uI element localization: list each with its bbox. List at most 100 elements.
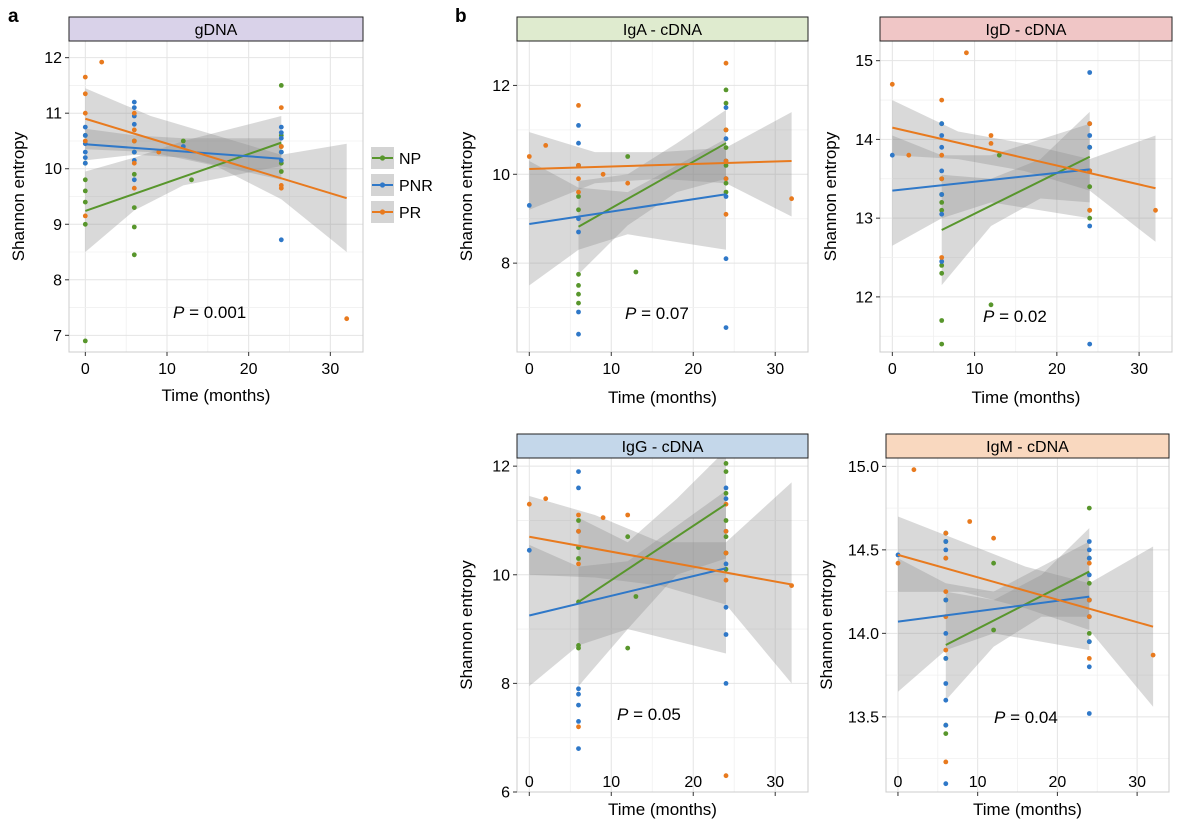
data-point-pr [1153,207,1158,213]
x-tick-label: 10 [966,361,984,378]
panel-letter-a: a [8,6,19,27]
x-tick-label: 20 [684,774,702,791]
data-point-np [82,221,88,227]
data-point-pr [576,528,581,534]
data-point-pr [939,255,945,260]
data-point-pr [576,561,581,567]
chart-panel: IgG - cDNA 0 10 20 30 6 8 10 12 Time (months) Shan… [457,433,809,819]
x-axis-title: Time (months) [162,386,271,405]
x-tick-label: 20 [240,361,258,378]
y-tick-label: 12 [492,459,510,476]
data-point-np [131,252,137,258]
p-value-annotation: P = 0.02 [983,307,1047,326]
data-point-pr [988,141,994,146]
data-point-pr [723,127,729,133]
data-point-np [988,302,994,308]
data-point-pr [156,149,162,155]
fit-line-pr [85,117,347,200]
data-point-pr [576,512,581,518]
data-point-pnr [943,722,949,728]
y-tick-label: 10 [44,161,62,178]
x-tick-label: 30 [321,361,339,378]
data-point-np [189,177,194,183]
p-value-annotation: P = 0.04 [994,708,1058,727]
data-point-pr [82,110,88,116]
fit-line-pnr [897,595,1090,623]
data-point-pnr [526,203,532,208]
data-point-pr [988,133,994,138]
p-value-text: = 0.001 [184,303,246,322]
facet-strip [68,16,364,42]
data-point-pr [723,176,729,182]
p-value-symbol: P [625,304,637,323]
x-axis-title: Time (months) [608,388,717,407]
p-value-symbol: P [173,303,185,322]
data-points [82,59,350,344]
data-point-np [576,518,581,523]
facet-title: IgG - cDNA [622,439,704,456]
data-point-pnr [576,686,581,692]
data-point-pnr [939,121,945,127]
data-point-np [939,318,945,323]
data-point-np [625,645,631,651]
confidence-band-pnr [529,138,726,286]
data-point-pr [911,467,917,473]
confidence-band-np [85,116,282,252]
data-point-pr [939,176,945,182]
data-point-np [723,100,729,106]
data-point-np [723,490,729,496]
fit-line-np [945,570,1090,646]
y-axis-title: Shannon entropy [457,131,476,261]
facet-title: IgD - cDNA [986,22,1067,39]
confidence-band-np [578,458,726,687]
confidence-band-np [578,109,726,275]
x-tick-label: 20 [1048,774,1066,791]
data-point-np [82,177,88,183]
data-point-pnr [131,99,137,105]
data-point-pnr [1087,144,1093,150]
data-point-np [723,87,729,93]
data-point-pnr [723,604,729,610]
data-point-np [939,263,945,268]
data-point-pr [1087,121,1093,127]
data-point-pr [543,496,549,502]
y-tick-label: 12 [855,289,873,306]
data-point-pr [723,773,729,779]
data-point-pnr [576,485,581,491]
data-point-np [131,224,137,230]
data-point-pnr [1086,547,1092,553]
data-point-np [723,461,729,466]
data-point-pr [723,60,729,66]
y-tick-label: 13 [855,211,873,228]
facet-strip [516,433,809,459]
data-point-np [1087,215,1093,221]
data-point-pr [723,528,729,534]
data-point-pnr [1086,555,1092,561]
data-point-pr [1087,207,1093,213]
data-point-pr [131,127,137,133]
data-point-pr [576,724,581,730]
data-point-np [723,189,729,195]
fit-line-pnr [85,143,282,160]
y-tick-label: 10 [492,567,510,584]
y-tick-label: 14 [855,132,873,149]
data-point-pnr [943,681,949,686]
y-tick-label: 12 [492,78,510,95]
data-point-pnr [82,124,88,130]
confidence-band-np [945,528,1090,701]
y-tick-label: 8 [501,676,510,693]
data-point-np [991,627,996,633]
legend-label: PNR [399,178,433,195]
data-point-pr [895,560,901,566]
data-point-np [576,207,581,213]
x-tick-label: 10 [158,361,176,378]
p-value-symbol: P [983,307,995,326]
confidence-bands [898,516,1154,707]
fit-lines [85,117,347,212]
x-tick-label: 20 [1048,361,1066,378]
data-point-pnr [576,309,581,315]
data-point-pnr [576,331,581,337]
data-point-pnr [576,719,581,724]
data-point-pr [576,103,581,108]
data-point-np [131,205,137,211]
